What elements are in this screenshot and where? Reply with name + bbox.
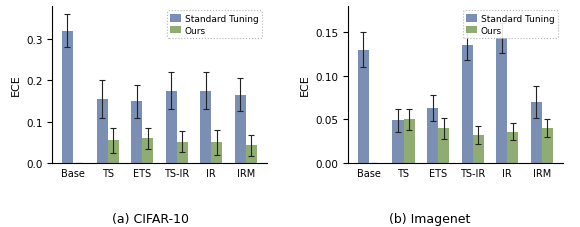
Bar [62, 32, 73, 163]
Bar [131, 102, 142, 163]
Y-axis label: ECE: ECE [300, 74, 310, 96]
Text: (b) Imagenet: (b) Imagenet [389, 212, 470, 225]
Bar [473, 136, 484, 163]
Bar [200, 91, 211, 163]
Bar [107, 141, 119, 163]
Bar [427, 109, 438, 163]
Bar [531, 103, 542, 163]
Bar [496, 39, 508, 163]
Bar [508, 132, 519, 163]
Bar [177, 142, 188, 163]
Bar [542, 129, 553, 163]
Bar [166, 91, 177, 163]
Legend: Standard Tuning, Ours: Standard Tuning, Ours [166, 11, 262, 39]
Bar [211, 143, 222, 163]
Y-axis label: ECE: ECE [10, 74, 20, 96]
Bar [462, 46, 473, 163]
Bar [235, 95, 246, 163]
Bar [96, 100, 107, 163]
Bar [393, 121, 404, 163]
Legend: Standard Tuning, Ours: Standard Tuning, Ours [463, 11, 558, 39]
Bar [438, 129, 449, 163]
Bar [404, 120, 415, 163]
Text: (a) CIFAR-10: (a) CIFAR-10 [113, 212, 189, 225]
Bar [246, 146, 257, 163]
Bar [142, 139, 153, 163]
Bar [358, 50, 369, 163]
